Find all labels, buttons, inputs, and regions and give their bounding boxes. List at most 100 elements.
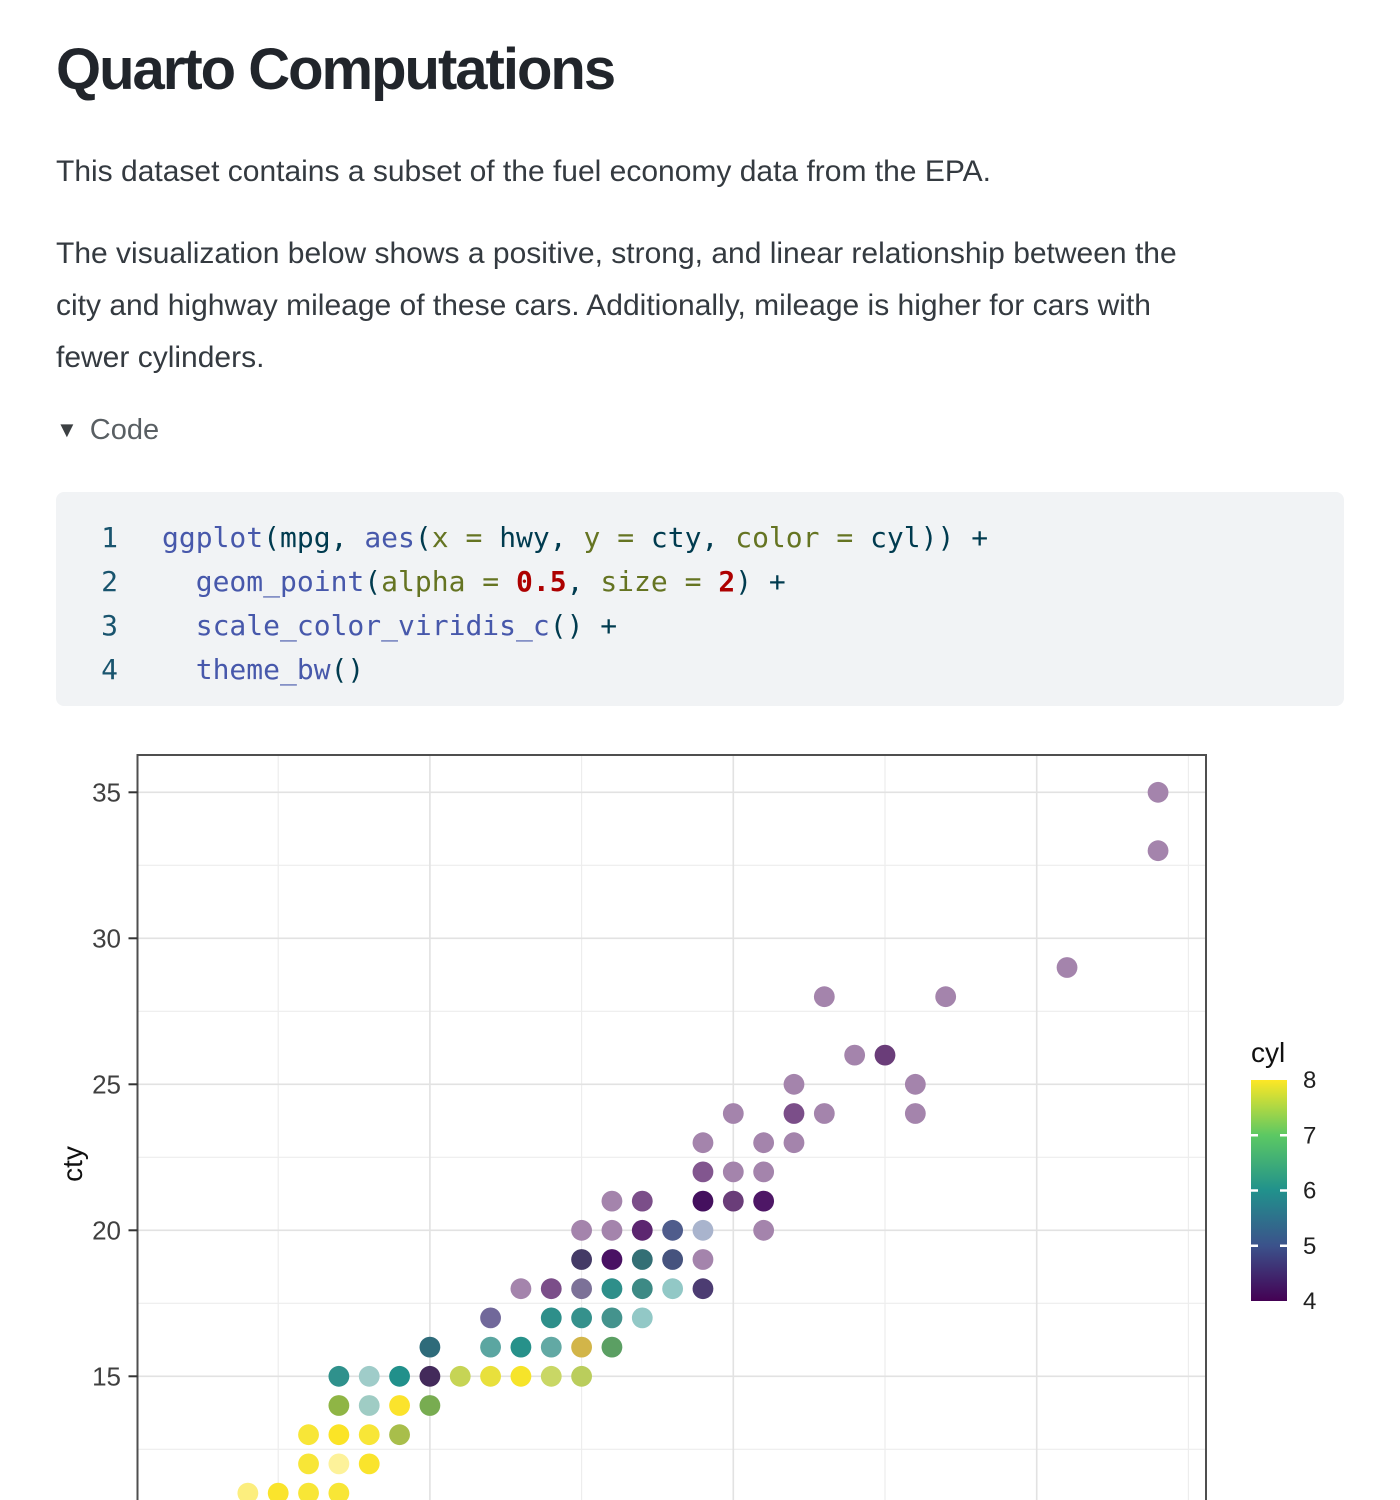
code-line: 3 scale_color_viridis_c() + <box>56 604 1324 648</box>
data-point <box>510 1278 532 1300</box>
legend-tick-label: 7 <box>1303 1122 1316 1149</box>
line-number: 3 <box>101 609 118 642</box>
y-axis-ticks <box>128 791 138 1378</box>
y-tick-label: 15 <box>92 1361 121 1391</box>
code-text: theme_bw() <box>195 653 365 686</box>
data-point <box>753 1219 775 1241</box>
data-point <box>631 1249 653 1270</box>
data-point <box>692 1132 714 1154</box>
data-point <box>874 1044 896 1066</box>
data-point <box>722 1103 744 1124</box>
plot-figure: 35 30 25 20 15 cty cyl 8 7 6 5 4 <box>0 740 1400 1500</box>
data-point <box>571 1365 592 1387</box>
data-point <box>601 1190 623 1212</box>
y-tick-label: 20 <box>92 1215 121 1245</box>
data-point <box>328 1365 350 1387</box>
data-point <box>389 1424 410 1446</box>
legend-title: cyl <box>1251 1037 1285 1068</box>
data-point <box>449 1365 471 1387</box>
data-point <box>571 1278 592 1300</box>
data-point <box>935 986 957 1008</box>
data-point <box>783 1073 805 1095</box>
data-point <box>662 1278 684 1300</box>
data-point <box>692 1161 714 1183</box>
data-point <box>783 1103 805 1124</box>
code-text: scale_color_viridis_c() + <box>195 609 618 642</box>
code-fold-section: ▼ Code 1 ggplot(mpg, aes(x = hwy, y = cty… <box>56 410 1344 706</box>
data-point <box>631 1219 653 1241</box>
data-point <box>1147 840 1169 862</box>
data-point <box>813 1103 835 1124</box>
data-point <box>813 986 835 1008</box>
line-number: 4 <box>101 653 118 686</box>
data-point <box>722 1190 744 1212</box>
data-point <box>601 1219 623 1241</box>
data-point <box>783 1132 805 1154</box>
plot-panel <box>137 755 1206 1500</box>
grid-major <box>137 755 1206 1500</box>
intro-paragraph: This dataset contains a subset of the fu… <box>56 155 991 188</box>
code-block: 1 ggplot(mpg, aes(x = hwy, y = cty, color… <box>56 492 1344 706</box>
data-point <box>358 1424 380 1446</box>
code-fold-toggle[interactable]: ▼ Code <box>56 410 1344 450</box>
code-line: 1 ggplot(mpg, aes(x = hwy, y = cty, color… <box>56 516 1324 560</box>
data-point <box>358 1395 380 1416</box>
data-point <box>753 1161 775 1183</box>
legend-tick-label: 5 <box>1303 1233 1316 1260</box>
data-point <box>328 1395 350 1416</box>
data-point <box>298 1453 319 1475</box>
code-line: 4 theme_bw() <box>56 648 1324 692</box>
data-point <box>844 1044 866 1066</box>
data-point <box>267 1482 289 1500</box>
data-point <box>571 1336 592 1358</box>
data-point <box>298 1424 319 1446</box>
data-point <box>631 1278 653 1300</box>
code-text: ggplot(mpg, aes(x = hwy, y = cty, color … <box>162 521 989 554</box>
page-title: Quarto Computations <box>56 37 616 102</box>
data-point <box>904 1103 926 1124</box>
data-point <box>753 1132 775 1154</box>
data-point <box>753 1190 775 1212</box>
data-point <box>237 1482 259 1500</box>
data-point <box>358 1453 380 1475</box>
legend-tick-label: 6 <box>1303 1178 1316 1205</box>
data-point <box>480 1307 501 1329</box>
data-point <box>722 1161 744 1183</box>
code-fold-label: Code <box>89 414 160 446</box>
panel-border <box>136 754 1207 1500</box>
data-point <box>328 1424 350 1446</box>
legend-tick-marks <box>1251 1134 1287 1247</box>
line-number: 1 <box>101 521 118 554</box>
y-tick-label: 25 <box>92 1069 121 1099</box>
data-point <box>510 1365 532 1387</box>
data-point <box>692 1249 714 1270</box>
data-point <box>571 1249 592 1270</box>
data-point <box>328 1482 350 1500</box>
data-point <box>662 1219 684 1241</box>
data-point <box>419 1395 441 1416</box>
legend-labels: 8 7 6 5 4 <box>1303 1067 1316 1315</box>
data-point <box>662 1249 684 1270</box>
y-axis-labels: 35 30 25 20 15 <box>92 777 121 1391</box>
data-point <box>358 1365 380 1387</box>
data-point <box>692 1219 714 1241</box>
line-number: 2 <box>101 565 118 598</box>
data-point <box>540 1365 562 1387</box>
data-point <box>601 1336 623 1358</box>
data-point <box>480 1336 501 1358</box>
data-point <box>1056 957 1078 978</box>
data-point <box>510 1336 532 1358</box>
data-point <box>540 1307 562 1329</box>
data-point <box>571 1307 592 1329</box>
scatter-plot: 35 30 25 20 15 cty cyl 8 7 6 5 4 <box>57 754 1316 1500</box>
data-point <box>904 1073 926 1095</box>
data-point <box>631 1307 653 1329</box>
y-tick-label: 30 <box>92 923 121 953</box>
data-point <box>601 1307 623 1329</box>
y-axis-title: cty <box>57 1146 88 1182</box>
data-point <box>631 1190 653 1212</box>
legend-tick-label: 8 <box>1303 1067 1316 1094</box>
collapse-triangle-icon: ▼ <box>56 417 78 442</box>
data-point <box>298 1482 319 1500</box>
